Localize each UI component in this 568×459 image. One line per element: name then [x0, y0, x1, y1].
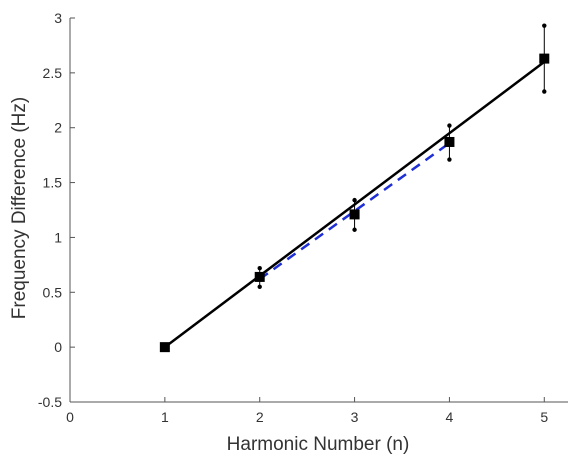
- error-cap-high: [542, 23, 547, 28]
- error-cap-low: [542, 89, 547, 94]
- y-tick-label: 1.5: [43, 175, 63, 191]
- axes: 0 1 2 3 4 5-0.500.511.522.53: [38, 10, 568, 425]
- x-tick-label: 1: [161, 409, 169, 425]
- y-tick-label: 2.5: [43, 65, 63, 81]
- error-cap-low: [447, 157, 452, 162]
- data-point: [254, 271, 265, 282]
- data-points: [159, 53, 550, 353]
- data-point: [159, 342, 170, 353]
- y-tick-label: -0.5: [38, 394, 62, 410]
- dashed-fit-line: [258, 142, 451, 281]
- data-point: [349, 209, 360, 220]
- x-axis-title: Harmonic Number (n): [227, 434, 410, 455]
- y-tick-label: 2: [54, 120, 62, 136]
- error-cap-low: [257, 284, 262, 289]
- error-cap-low: [352, 227, 357, 232]
- x-tick-label: 3: [351, 409, 359, 425]
- data-point: [539, 53, 550, 64]
- error-cap-high: [447, 123, 452, 128]
- data-point: [444, 136, 455, 147]
- y-tick-label: 0: [54, 339, 62, 355]
- y-tick-label: 3: [54, 10, 62, 26]
- x-tick-label: 5: [540, 409, 548, 425]
- error-cap-high: [257, 265, 262, 271]
- x-tick-label: 2: [256, 409, 264, 425]
- y-axis-title: Frequency Difference (Hz): [9, 97, 30, 319]
- x-tick-label: 4: [446, 409, 454, 425]
- y-tick-label: 0.5: [43, 284, 63, 300]
- y-tick-label: 1: [54, 229, 62, 245]
- error-cap-high: [352, 197, 357, 203]
- error-bars: [257, 23, 547, 289]
- x-tick-label: 0: [66, 409, 74, 425]
